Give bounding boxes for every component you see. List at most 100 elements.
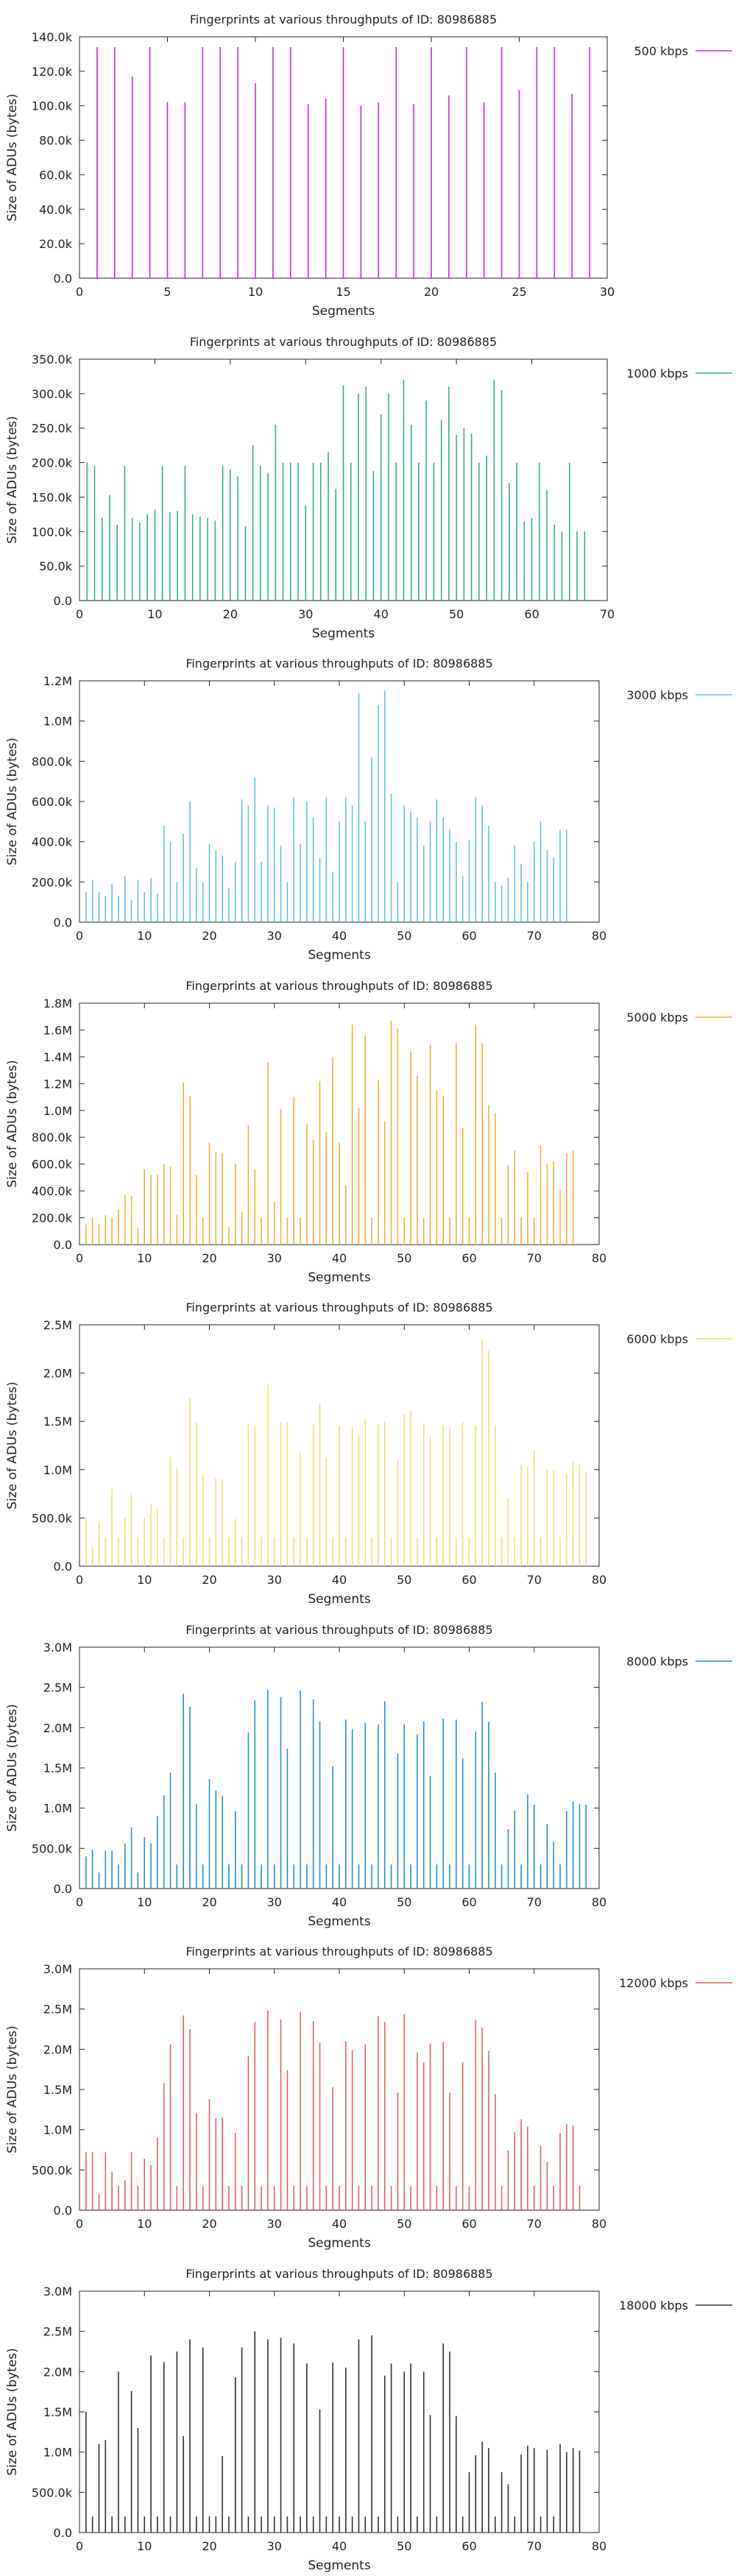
x-tick-label: 40 bbox=[332, 929, 347, 943]
x-tick-label: 15 bbox=[336, 285, 350, 299]
y-tick-label: 0.0 bbox=[54, 1238, 72, 1252]
y-tick-label: 0.0 bbox=[54, 916, 72, 930]
y-tick-label: 1.8M bbox=[43, 997, 72, 1011]
y-tick-label: 200.0k bbox=[32, 456, 73, 470]
x-tick-label: 80 bbox=[592, 2539, 606, 2553]
y-tick-label: 3.0M bbox=[43, 1641, 72, 1655]
x-tick-label: 60 bbox=[524, 607, 539, 621]
chart-title: Fingerprints at various throughputs of I… bbox=[185, 2267, 492, 2281]
x-tick-label: 0 bbox=[76, 2539, 83, 2553]
y-axis-label: Size of ADUs (bytes) bbox=[5, 2348, 20, 2476]
y-tick-label: 2.0M bbox=[43, 2042, 72, 2056]
y-tick-label: 0.0 bbox=[54, 2204, 72, 2218]
y-tick-label: 1.6M bbox=[43, 1023, 72, 1037]
x-tick-label: 80 bbox=[592, 1251, 606, 1265]
x-tick-label: 70 bbox=[527, 1251, 542, 1265]
x-tick-label: 50 bbox=[397, 2217, 411, 2231]
x-tick-label: 30 bbox=[298, 607, 313, 621]
x-tick-label: 0 bbox=[76, 929, 83, 943]
chart-title: Fingerprints at various throughputs of I… bbox=[185, 1623, 492, 1637]
x-tick-label: 60 bbox=[461, 929, 476, 943]
y-tick-label: 3.0M bbox=[43, 1962, 72, 1976]
y-tick-label: 3.0M bbox=[43, 2285, 72, 2299]
y-tick-label: 0.0 bbox=[54, 594, 72, 608]
x-tick-label: 20 bbox=[223, 607, 238, 621]
x-tick-label: 20 bbox=[202, 929, 216, 943]
y-axis-label: Size of ADUs (bytes) bbox=[5, 737, 20, 866]
chart-panel-4: Fingerprints at various throughputs of I… bbox=[5, 1301, 732, 1607]
chart-title: Fingerprints at various throughputs of I… bbox=[190, 13, 497, 26]
x-tick-label: 0 bbox=[76, 1895, 83, 1909]
chart-panel-0: Fingerprints at various throughputs of I… bbox=[5, 13, 732, 319]
chart-title: Fingerprints at various throughputs of I… bbox=[185, 979, 492, 993]
x-tick-label: 20 bbox=[202, 1573, 216, 1587]
y-axis-label: Size of ADUs (bytes) bbox=[5, 416, 20, 544]
y-tick-label: 20.0k bbox=[39, 237, 73, 251]
legend-label: 500 kbps bbox=[634, 44, 688, 58]
y-tick-label: 500.0k bbox=[32, 1841, 73, 1855]
legend-label: 12000 kbps bbox=[619, 1976, 688, 1990]
y-tick-label: 250.0k bbox=[32, 421, 73, 435]
x-tick-label: 50 bbox=[449, 607, 464, 621]
x-tick-label: 60 bbox=[461, 2217, 476, 2231]
y-tick-label: 1.5M bbox=[43, 2083, 72, 2097]
y-tick-label: 1.2M bbox=[43, 674, 72, 688]
chart-panel-3: Fingerprints at various throughputs of I… bbox=[5, 979, 732, 1285]
x-tick-label: 10 bbox=[137, 1251, 152, 1265]
chart-panel-2: Fingerprints at various throughputs of I… bbox=[5, 657, 732, 963]
y-tick-label: 400.0k bbox=[32, 1184, 73, 1198]
y-tick-label: 800.0k bbox=[32, 1130, 73, 1144]
y-tick-label: 1.2M bbox=[43, 1077, 72, 1091]
y-tick-label: 40.0k bbox=[39, 202, 73, 216]
y-tick-label: 2.0M bbox=[43, 1721, 72, 1735]
y-tick-label: 500.0k bbox=[32, 1511, 73, 1525]
x-tick-label: 5 bbox=[163, 285, 171, 299]
chart-panel-7: Fingerprints at various throughputs of I… bbox=[5, 2267, 732, 2573]
x-tick-label: 50 bbox=[397, 1251, 411, 1265]
x-axis-label: Segments bbox=[308, 2558, 371, 2573]
x-tick-label: 50 bbox=[397, 2539, 411, 2553]
legend-label: 5000 kbps bbox=[626, 1011, 688, 1025]
y-tick-label: 800.0k bbox=[32, 754, 73, 768]
x-tick-label: 0 bbox=[76, 1251, 83, 1265]
y-tick-label: 2.5M bbox=[43, 1318, 72, 1332]
x-tick-label: 10 bbox=[137, 2539, 152, 2553]
x-tick-label: 70 bbox=[527, 2217, 542, 2231]
x-tick-label: 80 bbox=[592, 929, 606, 943]
x-axis-label: Segments bbox=[308, 1914, 371, 1929]
x-tick-label: 10 bbox=[137, 929, 152, 943]
x-tick-label: 80 bbox=[592, 1895, 606, 1909]
x-tick-label: 70 bbox=[527, 2539, 542, 2553]
x-tick-label: 10 bbox=[147, 607, 162, 621]
x-tick-label: 30 bbox=[267, 1573, 282, 1587]
x-axis-label: Segments bbox=[312, 626, 375, 641]
x-tick-label: 30 bbox=[600, 285, 615, 299]
legend-label: 1000 kbps bbox=[626, 367, 688, 381]
y-tick-label: 0.0 bbox=[54, 272, 72, 286]
y-tick-label: 100.0k bbox=[32, 525, 73, 539]
x-tick-label: 0 bbox=[76, 285, 83, 299]
x-tick-label: 40 bbox=[332, 1895, 347, 1909]
y-tick-label: 0.0 bbox=[54, 1560, 72, 1574]
y-tick-label: 1.0M bbox=[43, 2445, 72, 2459]
x-tick-label: 50 bbox=[397, 929, 411, 943]
y-axis-label: Size of ADUs (bytes) bbox=[5, 2025, 20, 2154]
x-tick-label: 40 bbox=[332, 2217, 347, 2231]
x-tick-label: 60 bbox=[461, 1573, 476, 1587]
y-tick-label: 600.0k bbox=[32, 795, 73, 809]
y-tick-label: 500.0k bbox=[32, 2485, 73, 2499]
legend-label: 18000 kbps bbox=[619, 2299, 688, 2313]
x-tick-label: 70 bbox=[527, 1895, 542, 1909]
y-tick-label: 100.0k bbox=[32, 99, 73, 113]
x-tick-label: 40 bbox=[332, 1573, 347, 1587]
y-tick-label: 80.0k bbox=[39, 134, 73, 148]
x-tick-label: 10 bbox=[137, 2217, 152, 2231]
x-tick-label: 20 bbox=[424, 285, 439, 299]
x-axis-label: Segments bbox=[308, 1270, 371, 1285]
x-tick-label: 20 bbox=[202, 1895, 216, 1909]
x-axis-label: Segments bbox=[308, 948, 371, 963]
x-tick-label: 40 bbox=[332, 2539, 347, 2553]
x-tick-label: 80 bbox=[592, 1573, 606, 1587]
x-tick-label: 0 bbox=[76, 607, 83, 621]
y-tick-label: 1.5M bbox=[43, 1415, 72, 1429]
